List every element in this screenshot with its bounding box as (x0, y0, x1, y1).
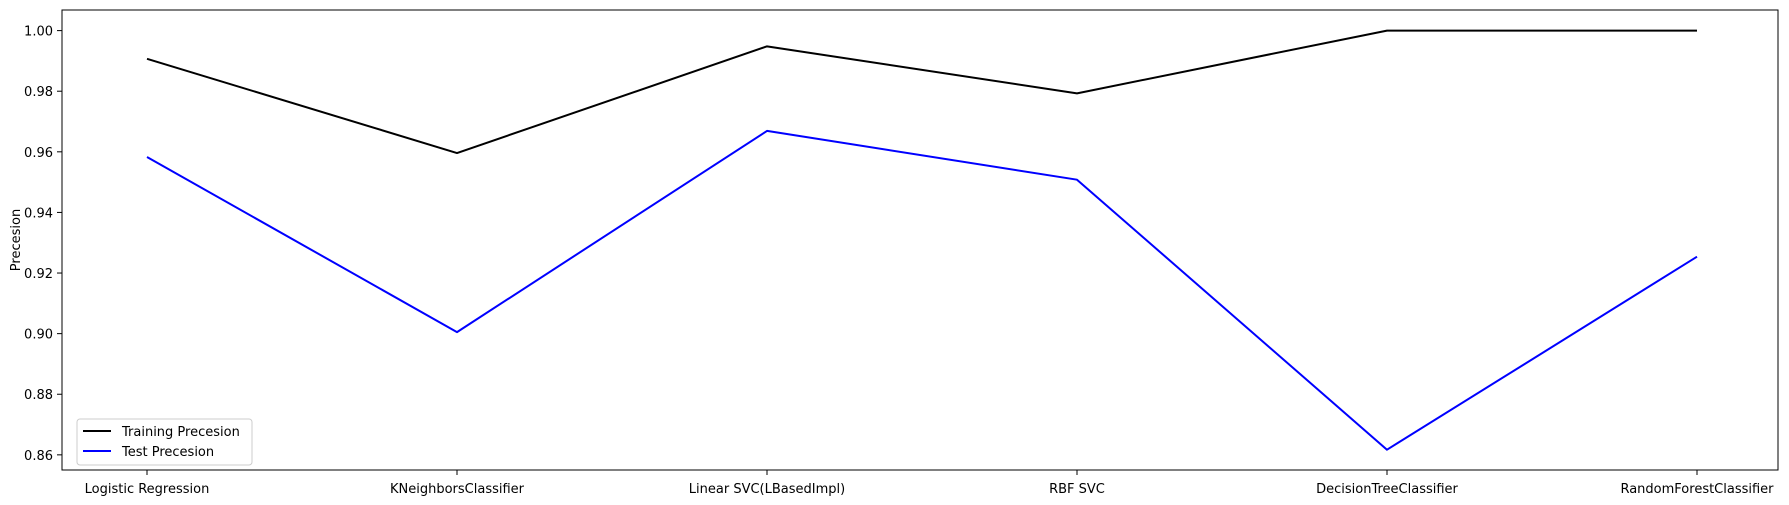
legend-label-training: Training Precesion (121, 425, 240, 440)
y-tick-label: 0.86 (24, 449, 53, 464)
legend-box (76, 418, 253, 466)
legend-label-test: Test Precesion (121, 445, 214, 460)
plot-frame (61, 9, 1779, 471)
series-layer (146, 29, 1698, 451)
y-tick-label: 0.92 (24, 267, 53, 282)
y-tick-label: 0.94 (24, 206, 53, 221)
series-line-0 (146, 29, 1697, 155)
y-tick-label: 0.96 (24, 146, 53, 161)
y-tick-label: 1.00 (24, 25, 53, 40)
y-tick-label: 0.90 (24, 328, 53, 343)
y-tick-label: 0.88 (24, 388, 53, 403)
y-axis-ticks: 0.86 0.88 0.90 0.92 0.94 0.96 0.98 1.00 (24, 25, 62, 464)
y-axis-label: Precesion (9, 209, 24, 271)
x-axis-ticks: Logistic Regression KNeighborsClassifier L… (85, 470, 1774, 497)
x-tick-label: Logistic Regression (85, 482, 210, 497)
y-tick-label: 0.98 (24, 85, 53, 100)
series-line-1 (146, 129, 1698, 451)
x-tick-label: DecisionTreeClassifier (1316, 482, 1458, 497)
x-tick-label: RandomForestClassifier (1620, 482, 1774, 497)
legend: Training Precesion Test Precesion (76, 418, 253, 466)
x-tick-label: KNeighborsClassifier (390, 482, 525, 497)
x-tick-label: RBF SVC (1049, 482, 1105, 497)
x-tick-label: Linear SVC(LBasedImpl) (689, 482, 845, 497)
